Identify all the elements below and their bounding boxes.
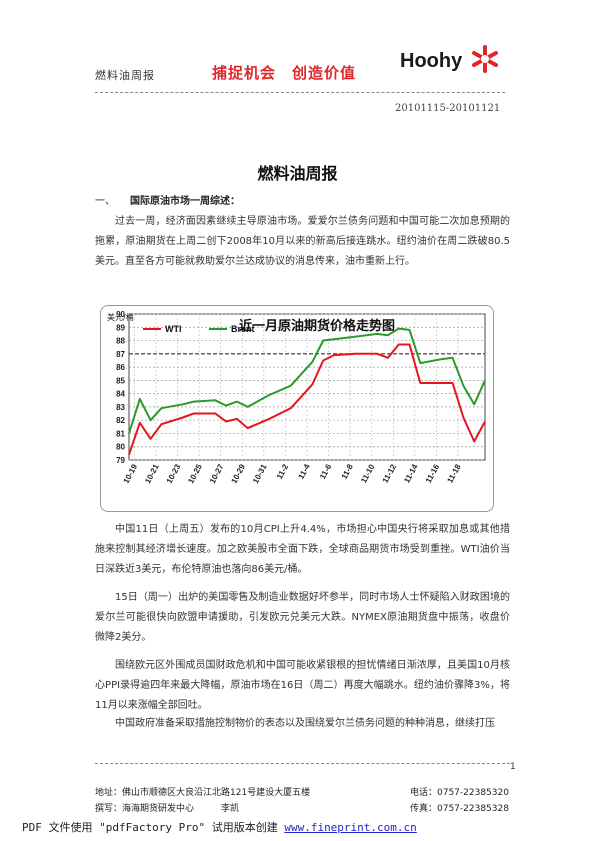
price-chart: 79 80 81 82 83 84 85 86 87 88 89 90 10-19 10-21 10-23 1…	[100, 305, 494, 512]
paragraph-2: 中国11日（上周五）发布的10月CPI上升4.4%，市场担心中国央行将采取加息或…	[95, 520, 510, 580]
watermark-text: PDF 文件使用 "pdfFactory Pro" 试用版本创建	[22, 821, 285, 834]
page-number: 1	[510, 762, 516, 772]
x-tick-label: 11-18	[445, 462, 463, 484]
pdf-watermark: PDF 文件使用 "pdfFactory Pro" 试用版本创建 www.fin…	[22, 819, 417, 835]
header-slogan: 捕捉机会 创造价值	[212, 64, 357, 82]
x-tick-label: 11-12	[381, 462, 399, 484]
date-range: 20101115-20101121	[395, 103, 501, 114]
series-line-wti	[128, 343, 486, 456]
x-tick-label: 10-31	[251, 462, 269, 485]
y-tick-label: 85	[116, 376, 125, 385]
y-tick-label: 80	[116, 443, 125, 452]
asterisk-mark-icon	[472, 45, 498, 73]
section-title: 国际原油市场一周综述：	[130, 196, 240, 207]
y-axis-label: 美元/桶	[107, 312, 134, 322]
paragraph-line: 的拖累，原油期货在上周二创下2008年10月以来的新高后接连跳水。纽约油价在周二…	[95, 216, 510, 247]
y-tick-label: 86	[116, 363, 125, 372]
paragraph-line: 中国政府准备采取措施控制物价的表态以及围绕爱尔兰债务问题的种种消息，继续打压	[115, 718, 495, 729]
paragraph-line: 措施来控制其经济增长速度。加之欧美股市全面下跌，全球商品期货市场受到重挫。WTI	[95, 524, 510, 555]
x-tick-label: 10-25	[186, 462, 204, 485]
paragraph-4: 围绕欧元区外围成员国财政危机和中国可能收紧银根的担忧情绪日渐浓厚，且美国10月核…	[95, 656, 510, 716]
x-tick-label: 11-14	[402, 462, 420, 484]
paragraph-line: 核心PPI录得逾四年来最大降幅，原油市场在16日（周二）再度大幅跳水。纽约油价骤…	[95, 660, 510, 691]
x-tick-label: 11-4	[297, 462, 313, 480]
chart-title: 近一月原油期货价格走势图	[239, 318, 395, 334]
series-line-brent	[128, 327, 486, 434]
paragraph-line: 收盘价微降2美分。	[95, 612, 511, 643]
y-tick-label: 83	[116, 403, 125, 412]
x-tick-label: 11-8	[340, 462, 356, 480]
x-tick-label: 10-27	[208, 462, 226, 485]
x-tick-label: 11-2	[275, 462, 291, 480]
x-tick-label: 10-21	[143, 462, 161, 485]
x-tick-label: 11-6	[318, 462, 334, 480]
paragraph-line: 境的爱尔兰可能很快向欧盟申请援助，引发欧元兑美元大跌。NYMEX原油期货盘中振荡…	[95, 592, 510, 623]
y-tick-label: 89	[116, 323, 125, 332]
section-number: 一、	[95, 196, 115, 207]
y-tick-label: 82	[116, 416, 125, 425]
x-tick-label: 11-10	[359, 462, 377, 484]
footer-phone: 电话：0757-22385320	[410, 788, 509, 798]
x-tick-label: 11-16	[424, 462, 442, 484]
y-tick-label: 88	[116, 337, 125, 346]
x-tick-label: 10-19	[122, 462, 140, 485]
y-tick-label: 79	[116, 456, 125, 465]
paragraph-line: 80.5 美元。直至各方可能就救助爱尔兰达成协议的消息传来，油市重新上行。	[95, 236, 510, 267]
paragraph-line: 过去一周，经济面因素继续主导原油市场。爱爱尔兰债务问题和中国可能二次加息预期	[115, 216, 500, 227]
paragraph-line: 围绕欧元区外围成员国财政危机和中国可能收紧银根的担忧情绪日渐浓厚，且美国10月	[115, 660, 500, 671]
footer-author: 撰写：海海期货研发中心 李凯	[95, 804, 240, 814]
paragraph-line: 油价当日深跌近3美元，布伦特原油也落向86美元/桶。	[95, 544, 510, 575]
watermark-link[interactable]: www.fineprint.com.cn	[284, 821, 417, 834]
header-divider	[95, 92, 505, 93]
x-tick-label: 10-23	[165, 462, 183, 485]
legend-label-brent: Brent	[231, 324, 255, 334]
y-tick-label: 84	[116, 390, 125, 399]
document-title: 燃料油周报	[257, 164, 338, 183]
y-tick-label: 81	[116, 429, 125, 438]
header-left-title: 燃料油周报	[95, 69, 155, 82]
paragraph-line: 15日（周一）出炉的美国零售及制造业数据好坏参半，同时市场人士怀疑陷入财政困	[115, 592, 490, 603]
logo-text: Hoohy	[400, 50, 463, 72]
y-tick-label: 90	[116, 310, 125, 319]
paragraph-line: 将11月以来涨幅全部回吐。	[95, 680, 510, 711]
x-tick-label: 10-29	[229, 462, 247, 485]
paragraph-5: 中国政府准备采取措施控制物价的表态以及围绕爱尔兰债务问题的种种消息，继续打压	[95, 714, 510, 734]
paragraph-line: 中国11日（上周五）发布的10月CPI上升4.4%，市场担心中国央行将采取加息或…	[115, 524, 500, 535]
legend-label-wti: WTI	[165, 324, 182, 334]
paragraph-3: 15日（周一）出炉的美国零售及制造业数据好坏参半，同时市场人士怀疑陷入财政困境的…	[95, 588, 510, 648]
footer-divider	[95, 763, 510, 764]
footer-fax: 传真：0757-22385328	[410, 804, 509, 814]
y-tick-label: 87	[116, 350, 125, 359]
footer-address: 地址：佛山市顺德区大良沿江北路121号建设大厦五楼	[95, 788, 311, 798]
paragraph-1: 过去一周，经济面因素继续主导原油市场。爱爱尔兰债务问题和中国可能二次加息预期的拖…	[95, 212, 510, 272]
